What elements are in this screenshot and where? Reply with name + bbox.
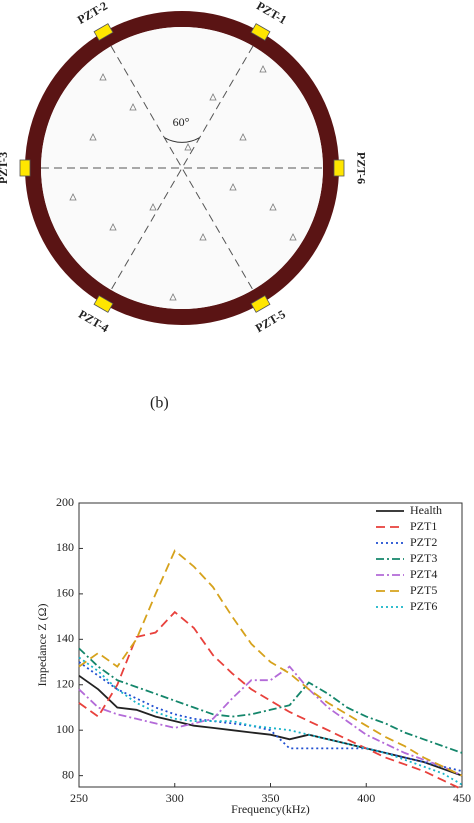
legend-label: PZT4 [410, 567, 437, 581]
legend-label: PZT6 [410, 599, 437, 613]
section-lines [41, 45, 323, 291]
legend-label: PZT1 [410, 519, 437, 533]
series-line [78, 674, 463, 777]
y-axis-label: Impedance Z (Ω) [35, 604, 49, 687]
legend-label: PZT3 [410, 551, 437, 565]
angle-arc [164, 137, 200, 143]
plot-frame [78, 502, 463, 788]
y-tick-label: 200 [56, 495, 74, 509]
y-tick-label: 160 [56, 586, 74, 600]
y-tick-label: 140 [56, 631, 74, 645]
series-line [78, 549, 463, 777]
x-tick-label: 350 [262, 791, 280, 805]
concrete [41, 27, 323, 309]
legend-label: PZT2 [410, 535, 437, 549]
pzt-patch [250, 23, 271, 41]
y-tick-label: 120 [56, 677, 74, 691]
caption: (b) [150, 395, 169, 412]
series-line [78, 656, 463, 786]
x-tick-label: 450 [453, 791, 471, 805]
legend-label: Health [410, 503, 442, 517]
series-line [78, 665, 463, 777]
series-line [78, 610, 463, 791]
pzt-patch [250, 295, 271, 313]
series-line [78, 661, 463, 772]
legend-label: PZT5 [410, 583, 437, 597]
y-tick-label: 80 [62, 767, 74, 781]
pzt-label: PZT-3 [0, 152, 10, 184]
pzt-patch [93, 23, 114, 41]
x-tick-label: 400 [357, 791, 375, 805]
pzt-patch [93, 295, 114, 313]
angle-label: 60° [173, 115, 190, 129]
x-axis-label: Frequency(kHz) [231, 802, 310, 816]
aggregate [69, 65, 297, 301]
pzt-label: PZT-1 [254, 0, 289, 27]
pzt-patch [19, 159, 31, 177]
pzt-label: PZT-2 [75, 0, 110, 27]
x-tick-label: 250 [70, 791, 88, 805]
x-tick-label: 300 [166, 791, 184, 805]
diagram: 60° [25, 11, 339, 325]
pipe-ring [25, 11, 339, 325]
pzt-label: PZT-6 [354, 152, 368, 184]
series-line [78, 647, 463, 754]
pzt-patch [333, 159, 345, 177]
y-tick-label: 100 [56, 722, 74, 736]
y-tick-label: 180 [56, 540, 74, 554]
